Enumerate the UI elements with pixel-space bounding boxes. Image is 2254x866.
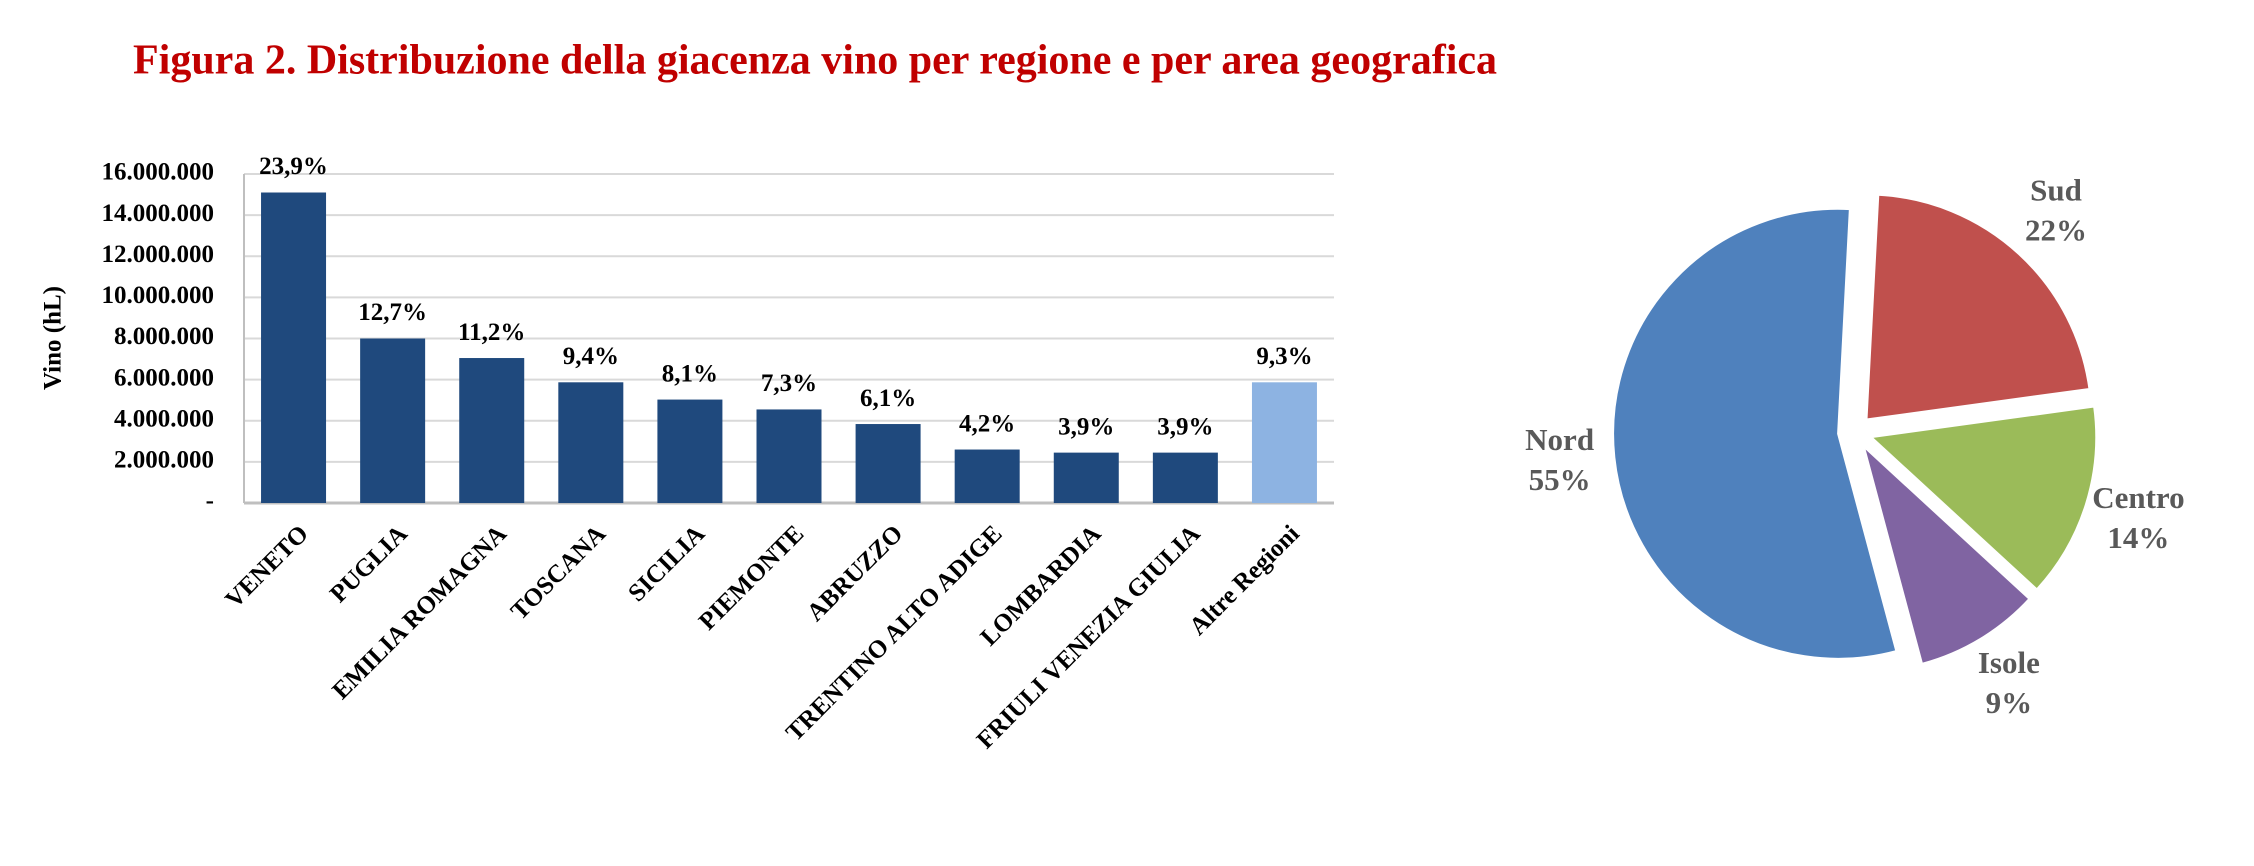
x-tick-label: PUGLIA — [325, 520, 413, 608]
bar-label: 23,9% — [259, 153, 328, 180]
bar — [657, 399, 723, 503]
pie-slice — [1865, 193, 2091, 421]
slice-value: 22% — [2025, 212, 2087, 247]
slice-name: Sud — [2030, 172, 2082, 207]
y-tick-label: 8.000.000 — [114, 323, 214, 350]
pie-slice — [1868, 405, 2098, 591]
bar — [954, 449, 1020, 503]
slice-name: Nord — [1525, 422, 1594, 457]
slice-value: 14% — [2107, 520, 2169, 555]
x-tick-label: EMILIA ROMAGNA — [327, 520, 512, 705]
bar — [261, 192, 327, 503]
x-tick-label: ABRUZZO — [802, 520, 909, 627]
y-tick-label: 12.000.000 — [102, 241, 215, 268]
bar-label: 9,4% — [563, 343, 619, 370]
x-tick-label: PIEMONTE — [694, 520, 809, 635]
y-tick-label: 2.000.000 — [114, 447, 214, 474]
y-tick-label: 6.000.000 — [114, 364, 214, 391]
bar-label: 3,9% — [1157, 413, 1213, 440]
x-tick-label: SICILIA — [623, 520, 710, 607]
y-axis-label: Vino (hL) — [40, 286, 67, 390]
bar-label: 6,1% — [860, 385, 916, 412]
x-tick-label: TOSCANA — [506, 520, 611, 625]
slice-name: Isole — [1978, 645, 2040, 680]
y-tick-label: 4.000.000 — [114, 405, 214, 432]
y-tick-label: 14.000.000 — [102, 200, 215, 227]
slice-value: 55% — [1529, 462, 1591, 497]
bar-label: 3,9% — [1058, 413, 1114, 440]
bar — [360, 338, 426, 503]
bar-label: 4,2% — [959, 410, 1015, 437]
bar-label: 9,3% — [1256, 343, 1312, 370]
bar — [1251, 382, 1317, 503]
bar — [855, 424, 921, 503]
bar — [756, 409, 822, 503]
x-tick-label: VENETO — [220, 520, 313, 613]
bar-label: 8,1% — [662, 360, 718, 387]
pie-slice — [1612, 207, 1898, 660]
bar-label: 12,7% — [358, 299, 427, 326]
pie-slice — [1861, 443, 2031, 666]
y-tick-label: 10.000.000 — [102, 282, 215, 309]
slice-value: 9% — [1986, 685, 2033, 720]
bar-label: 7,3% — [761, 370, 817, 397]
figure-title: Figura 2. Distribuzione della giacenza v… — [133, 38, 1497, 84]
bar — [558, 382, 624, 503]
bar — [459, 358, 525, 503]
bar-label: 11,2% — [458, 319, 525, 346]
bar — [1053, 452, 1119, 503]
y-tick-label: 16.000.000 — [102, 159, 215, 186]
x-tick-label: TRENTINO ALTO ADIGE — [781, 520, 1007, 746]
bar — [1152, 452, 1218, 503]
slice-name: Centro — [2092, 480, 2184, 515]
y-tick-label: - — [206, 488, 214, 515]
